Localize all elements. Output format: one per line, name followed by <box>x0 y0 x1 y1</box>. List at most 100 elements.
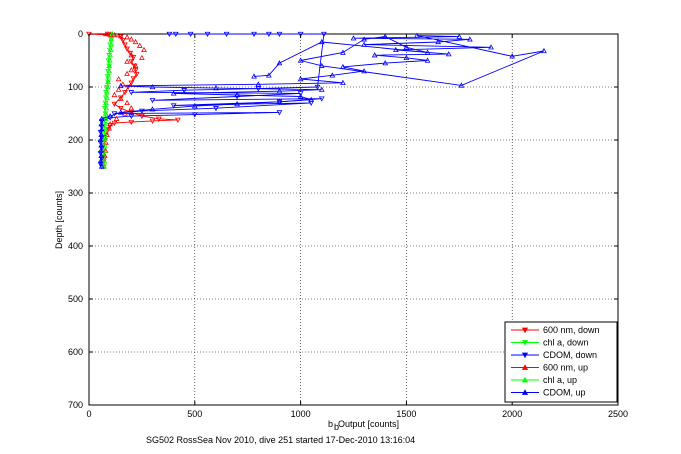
legend-item: 600 nm, up <box>511 363 588 373</box>
data-point <box>276 88 283 94</box>
data-point <box>102 126 109 132</box>
data-point <box>101 106 108 112</box>
data-point <box>117 95 124 101</box>
y-tick-label: 700 <box>68 400 83 410</box>
y-tick-label: 100 <box>68 82 83 92</box>
data-point <box>458 82 465 88</box>
data-point <box>149 118 156 124</box>
data-point <box>141 46 147 53</box>
data-point <box>488 44 494 50</box>
data-point <box>124 99 130 106</box>
data-point <box>340 63 346 70</box>
axes: 0 500 1000 1500 2000 2500 0 100 200 300 400 500 600 7… <box>68 29 628 419</box>
data-point <box>107 113 114 119</box>
data-point <box>106 47 113 53</box>
data-point <box>117 82 124 89</box>
data-point <box>133 72 140 78</box>
data-point <box>105 58 112 64</box>
data-point <box>107 42 114 48</box>
data-point <box>101 136 108 143</box>
data-point <box>115 76 122 82</box>
data-point <box>107 46 114 53</box>
data-point <box>101 131 108 137</box>
data-point <box>467 36 473 42</box>
x-tick-label: 2000 <box>502 409 522 419</box>
data-point <box>111 120 118 127</box>
data-point <box>122 90 128 96</box>
data-point <box>107 123 114 129</box>
data-point <box>424 49 431 55</box>
x-tick-label: 1500 <box>396 409 416 419</box>
data-point <box>107 121 114 127</box>
data-point <box>155 116 162 122</box>
data-point <box>132 67 139 74</box>
data-point <box>234 91 240 98</box>
data-point <box>414 32 420 38</box>
data-point <box>318 86 325 92</box>
data-point <box>350 35 357 41</box>
y-tick-label: 300 <box>68 188 83 198</box>
data-point <box>97 158 104 164</box>
data-point <box>103 30 109 37</box>
data-point <box>191 112 198 118</box>
data-point <box>297 76 304 82</box>
data-point <box>106 68 112 74</box>
x-axis-label-subscript: b <box>334 422 339 432</box>
legend-item: chl a, down <box>511 338 589 348</box>
data-point <box>128 36 135 42</box>
data-point <box>251 31 257 38</box>
data-point <box>103 105 110 111</box>
y-tick-label: 200 <box>68 135 83 145</box>
data-point <box>128 90 135 96</box>
y-tick-label: 0 <box>78 29 83 39</box>
data-point <box>213 106 219 112</box>
series-line-cdom-up <box>100 35 545 167</box>
data-point <box>102 110 109 116</box>
data-point <box>128 67 135 73</box>
data-point <box>318 38 325 45</box>
data-point <box>132 62 139 68</box>
x-axis-label: b b Output [counts] <box>328 419 399 432</box>
legend-label: 600 nm, down <box>543 325 600 335</box>
data-point <box>103 90 109 96</box>
data-point <box>509 53 516 59</box>
data-point <box>340 49 346 55</box>
legend-swatch-marker <box>521 376 529 383</box>
data-point <box>113 115 120 121</box>
data-point <box>105 78 111 84</box>
legend-item: CDOM, up <box>511 388 586 398</box>
data-point <box>251 73 257 79</box>
data-point <box>98 163 105 169</box>
data-point <box>172 31 179 38</box>
data-point <box>111 111 118 117</box>
data-point <box>107 52 114 58</box>
data-point <box>106 53 112 59</box>
data-point <box>329 72 336 78</box>
x-tick-label: 2500 <box>608 409 628 419</box>
data-point <box>149 98 156 104</box>
data-point <box>541 47 547 54</box>
data-point <box>117 106 124 112</box>
legend-item: chl a, up <box>511 375 577 385</box>
data-point <box>130 55 137 61</box>
data-point <box>101 116 108 122</box>
legend-swatch-marker <box>521 340 529 346</box>
data-point <box>276 98 283 104</box>
data-point <box>181 88 188 94</box>
data-point <box>104 83 111 90</box>
y-tick-label: 600 <box>68 347 83 357</box>
data-point <box>108 41 115 47</box>
data-point <box>101 147 108 153</box>
legend-box <box>504 321 618 403</box>
data-point <box>128 52 135 58</box>
data-point <box>234 100 240 107</box>
data-point <box>108 36 115 42</box>
data-point <box>101 158 108 164</box>
legend-swatch-marker <box>521 364 529 370</box>
data-point <box>98 126 105 132</box>
data-point <box>297 31 304 38</box>
data-point <box>109 30 116 37</box>
data-point <box>130 76 137 82</box>
data-point <box>361 36 367 42</box>
legend-swatch-marker <box>521 352 529 359</box>
